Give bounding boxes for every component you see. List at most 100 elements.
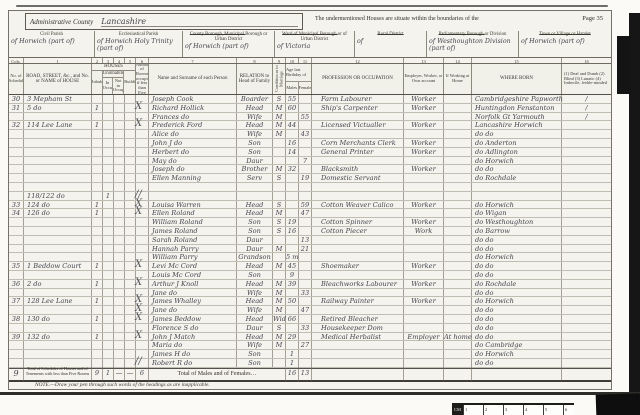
cell-uninhabited-unoccupied xyxy=(114,200,125,209)
cell-building xyxy=(125,314,136,323)
column-number: 8 xyxy=(237,58,273,63)
cell-uninhabited-unoccupied xyxy=(114,244,125,253)
cell-infirmity xyxy=(562,289,611,297)
cell-uninhabited-unoccupied xyxy=(114,270,125,279)
cell-uninhabited-unoccupied xyxy=(114,262,125,270)
cell-occupation: General Printer xyxy=(312,147,404,156)
ruler-tick: 6 xyxy=(563,405,583,415)
cell-working-at-home xyxy=(444,138,472,147)
cell-age-male xyxy=(286,244,299,253)
cell-employer-status: Worker xyxy=(404,218,444,226)
cell-address xyxy=(24,226,92,235)
parish-field-label: Civil Parish xyxy=(40,32,63,37)
parish-field-label: Ecclesiastical Parish xyxy=(118,32,159,37)
cell-occupation: Retired Bleacher xyxy=(312,314,404,323)
cell-person-name: Alice do xyxy=(149,130,237,138)
cell-rooms: X xyxy=(135,312,149,323)
cell-where-born: do Horwich xyxy=(472,350,562,358)
column-number: 9 xyxy=(273,58,286,63)
cell-age-male xyxy=(286,323,299,332)
cell-person-name: Arthur J Knoll xyxy=(149,279,237,288)
header-houses: HOUSES xyxy=(92,64,135,71)
table-row: Hannah Parry Daur M 21 do do xyxy=(9,244,611,254)
census-sheet: Administrative County Lancashire The und… xyxy=(8,10,612,390)
cell-where-born: do do xyxy=(472,235,562,244)
cell-occupation: Bleachworks Labourer xyxy=(312,279,404,288)
cell-inhabited: 1 xyxy=(92,314,103,323)
cell-address xyxy=(24,130,92,138)
cell-person-name: Joseph Cook xyxy=(149,95,237,103)
cell-age-female xyxy=(299,95,312,103)
cell-inhabited: 1 xyxy=(92,103,103,112)
cell-uninhabited-occupied xyxy=(103,95,114,103)
cell-relation: Head xyxy=(237,279,273,288)
cell-where-born: do do xyxy=(472,332,562,341)
total-females: 13 xyxy=(299,367,312,382)
cell-infirmity: / xyxy=(585,95,588,103)
cell-age-female xyxy=(299,350,312,358)
cell-infirmity xyxy=(562,130,611,138)
table-row: Maria do Wife M 27 do Cambridge xyxy=(9,341,611,351)
cell-inhabited xyxy=(92,182,103,191)
cell-occupation: Cotton Piecer xyxy=(312,226,404,235)
cell-rooms xyxy=(136,147,149,156)
cell-age-female: 33 xyxy=(299,323,312,332)
cell-employer-status xyxy=(404,306,444,314)
cell-age-male: 1 xyxy=(286,358,299,367)
cell-building xyxy=(125,95,136,103)
cell-age-male xyxy=(286,130,299,138)
cell-inhabited xyxy=(92,165,103,174)
cell-uninhabited-occupied: 1 xyxy=(103,191,114,200)
cell-infirmity xyxy=(562,209,611,217)
totals-empty-occupation xyxy=(312,367,404,382)
cell-marriage-condition: M xyxy=(273,209,286,217)
parish-field-value: of Victoria xyxy=(277,43,311,51)
cell-inhabited xyxy=(92,156,103,165)
header-uninhabited: Uninhabited xyxy=(102,71,125,78)
cell-building xyxy=(125,244,136,253)
header-marriage-condition: Condition as to Marriage xyxy=(273,64,286,94)
cell-infirmity xyxy=(562,148,611,156)
cell-building xyxy=(125,209,136,218)
cell-inhabited xyxy=(92,235,103,244)
cell-age-female xyxy=(299,297,312,306)
cell-uninhabited-unoccupied xyxy=(114,103,125,112)
cell-uninhabited-occupied xyxy=(103,147,114,156)
cell-infirmity xyxy=(562,218,611,226)
cell-inhabited xyxy=(92,147,103,156)
cell-schedule: 30 xyxy=(9,95,24,103)
totals-empty-infirmity xyxy=(562,367,611,381)
cell-uninhabited-unoccupied xyxy=(114,95,125,103)
cell-relation: Head xyxy=(237,200,273,209)
cell-uninhabited-occupied xyxy=(103,244,114,253)
cell-inhabited: 1 xyxy=(92,209,103,217)
cell-uninhabited-unoccupied xyxy=(114,218,125,226)
cell-infirmity xyxy=(562,227,611,235)
cell-building xyxy=(125,165,136,174)
header-age-females: Females xyxy=(298,84,311,90)
table-row: 37 128 Lee Lane 1 X James Whalley Head M 50 Rail… xyxy=(9,294,611,307)
cell-working-at-home xyxy=(444,147,472,156)
cell-building xyxy=(125,130,136,138)
cell-schedule xyxy=(9,306,24,314)
cell-building xyxy=(125,262,136,270)
cell-infirmity xyxy=(562,271,611,279)
cell-uninhabited-unoccupied xyxy=(114,358,125,367)
cell-relation: Daur xyxy=(237,244,273,253)
household-tick-mark: // xyxy=(135,355,142,367)
header-uninhabited-group: Uninhabited In Occupation Not in Occupat… xyxy=(102,71,125,94)
cell-address: 114 Lee Lane xyxy=(24,121,92,129)
cell-working-at-home xyxy=(444,156,472,165)
cell-uninhabited-unoccupied xyxy=(114,138,125,147)
cell-rooms xyxy=(136,253,149,262)
cell-infirmity xyxy=(562,174,611,182)
cell-rooms: X xyxy=(135,330,149,341)
table-row: Sarah Roland Daur 13 do do xyxy=(9,235,611,245)
cell-uninhabited-occupied xyxy=(103,156,114,165)
cell-where-born: do Rochdale xyxy=(472,174,562,182)
parish-field-value: of xyxy=(357,38,364,46)
cell-marriage-condition: S xyxy=(273,323,286,332)
cell-occupation xyxy=(312,209,404,218)
cell-where-born: Huntingdon Fenstanton xyxy=(472,103,562,112)
cell-working-at-home xyxy=(444,200,472,209)
